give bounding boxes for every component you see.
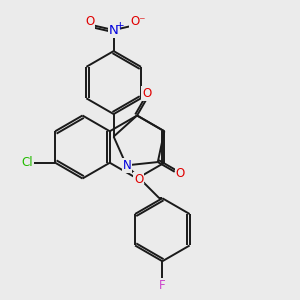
Text: O: O bbox=[176, 167, 185, 180]
Text: +: + bbox=[116, 22, 124, 32]
Text: O⁻: O⁻ bbox=[130, 15, 146, 28]
Text: O: O bbox=[134, 172, 143, 186]
Text: N: N bbox=[109, 24, 118, 37]
Text: O: O bbox=[142, 87, 152, 100]
Text: F: F bbox=[159, 279, 166, 292]
Text: Cl: Cl bbox=[22, 156, 33, 169]
Text: N: N bbox=[123, 159, 131, 172]
Text: O: O bbox=[85, 15, 94, 28]
